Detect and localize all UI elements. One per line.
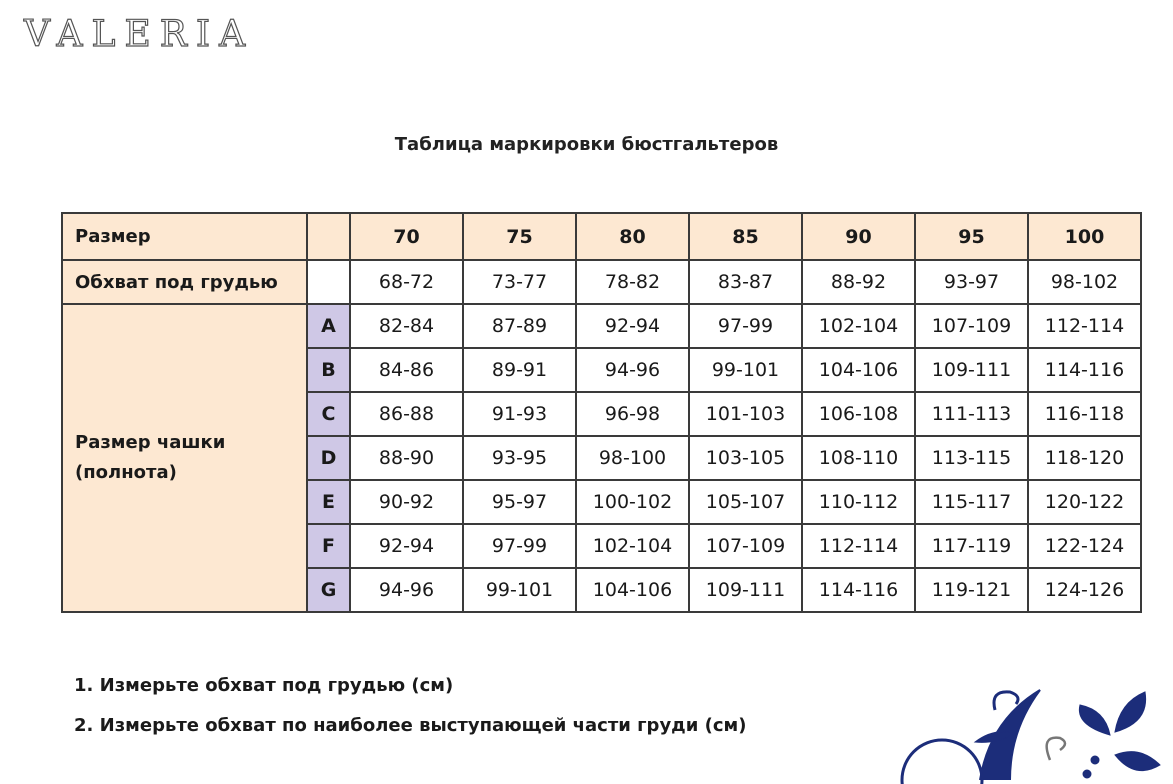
bust-range: 114-116 (1027, 347, 1142, 393)
band-size-header: 70 (349, 212, 464, 261)
bust-range: 112-114 (801, 523, 916, 569)
blank-cell (306, 212, 351, 261)
bust-range: 87-89 (462, 303, 577, 349)
bust-range: 111-113 (914, 391, 1029, 437)
bust-range: 89-91 (462, 347, 577, 393)
instruction-1: 1. Измерьте обхват под грудью (см) (74, 675, 454, 696)
cup-letter: F (306, 523, 351, 569)
bust-range: 104-106 (575, 567, 690, 613)
bust-range: 102-104 (801, 303, 916, 349)
bust-range: 109-111 (688, 567, 803, 613)
cup-row: F 92-94 97-99 102-104 107-109 112-114 117-119 1… (62, 523, 1142, 569)
underbust-range: 78-82 (575, 259, 690, 305)
header-row: Размер 70 75 80 85 90 95 100 (61, 212, 1142, 261)
underbust-row: Обхват под грудью 68-72 73-77 78-82 83-87 88-… (61, 259, 1142, 305)
page-title: Таблица маркировки бюстгальтеров (394, 134, 779, 155)
bust-range: 102-104 (575, 523, 690, 569)
bust-range: 92-94 (349, 523, 464, 569)
cup-letter: E (306, 479, 351, 525)
bust-range: 124-126 (1027, 567, 1142, 613)
cup-row: D 88-90 93-95 98-100 103-105 108-110 113-115 11… (62, 435, 1142, 481)
cup-row: Размер чашки (полнота) A 82-84 87-89 92-94 97-… (61, 303, 1142, 613)
bust-range: 97-99 (688, 303, 803, 349)
cup-letter: G (306, 567, 351, 613)
bust-range: 103-105 (688, 435, 803, 481)
bust-range: 92-94 (575, 303, 690, 349)
bust-range: 86-88 (349, 391, 464, 437)
bust-range: 97-99 (462, 523, 577, 569)
bust-range: 100-102 (575, 479, 690, 525)
cup-label-line-1: Размер чашки (75, 432, 226, 453)
floral-ornament-icon (900, 689, 1161, 784)
bust-range: 113-115 (914, 435, 1029, 481)
cup-letter: D (306, 435, 351, 481)
bust-range: 94-96 (575, 347, 690, 393)
band-size-header: 90 (801, 212, 916, 261)
underbust-range: 68-72 (349, 259, 464, 305)
bust-range: 91-93 (462, 391, 577, 437)
bust-range: 95-97 (462, 479, 577, 525)
bust-range: 105-107 (688, 479, 803, 525)
bust-range: 99-101 (462, 567, 577, 613)
cup-row: G 94-96 99-101 104-106 109-111 114-116 119-121… (62, 567, 1142, 613)
bust-range: 93-95 (462, 435, 577, 481)
bust-range: 115-117 (914, 479, 1029, 525)
bust-range: 107-109 (914, 303, 1029, 349)
cup-row: E 90-92 95-97 100-102 105-107 110-112 115-117 1… (62, 479, 1142, 525)
band-size-header: 85 (688, 212, 803, 261)
underbust-range: 73-77 (462, 259, 577, 305)
cup-size-label: Размер чашки (полнота) (61, 303, 308, 613)
bust-range: 117-119 (914, 523, 1029, 569)
bust-range: 118-120 (1027, 435, 1142, 481)
band-size-header: 100 (1027, 212, 1142, 261)
band-size-header: 80 (575, 212, 690, 261)
underbust-range: 98-102 (1027, 259, 1142, 305)
cup-letter: B (306, 347, 351, 393)
bust-range: 101-103 (688, 391, 803, 437)
cup-row: C 86-88 91-93 96-98 101-103 106-108 111-113 116… (62, 391, 1142, 437)
bust-range: 84-86 (349, 347, 464, 393)
bra-size-table: Размер 70 75 80 85 90 95 100 Обхват под грудью 68… (61, 212, 1142, 613)
bust-range: 82-84 (349, 303, 464, 349)
blank-cell (306, 259, 351, 305)
underbust-range: 83-87 (688, 259, 803, 305)
cup-row: B 84-86 89-91 94-96 99-101 104-106 109-111 114-… (62, 347, 1142, 393)
size-label: Размер (61, 212, 308, 261)
bust-range: 94-96 (349, 567, 464, 613)
cup-letter: A (306, 303, 351, 349)
bust-range: 106-108 (801, 391, 916, 437)
band-size-header: 75 (462, 212, 577, 261)
bust-range: 99-101 (688, 347, 803, 393)
bust-range: 120-122 (1027, 479, 1142, 525)
cup-label-line-2: (полнота) (75, 462, 177, 483)
bust-range: 88-90 (349, 435, 464, 481)
instructions: 1. Измерьте обхват под грудью (см) 2. Из… (74, 666, 746, 746)
bust-range: 116-118 (1027, 391, 1142, 437)
underbust-range: 93-97 (914, 259, 1029, 305)
bust-range: 109-111 (914, 347, 1029, 393)
bust-range: 90-92 (349, 479, 464, 525)
bust-range: 107-109 (688, 523, 803, 569)
bust-range: 96-98 (575, 391, 690, 437)
underbust-range: 88-92 (801, 259, 916, 305)
bust-range: 114-116 (801, 567, 916, 613)
bust-range: 108-110 (801, 435, 916, 481)
bust-range: 112-114 (1027, 303, 1142, 349)
underbust-label: Обхват под грудью (61, 259, 308, 305)
band-size-header: 95 (914, 212, 1029, 261)
bust-range: 110-112 (801, 479, 916, 525)
valeria-logo: VALERIA (23, 13, 255, 55)
bust-range: 104-106 (801, 347, 916, 393)
bust-range: 122-124 (1027, 523, 1142, 569)
cup-letter: C (306, 391, 351, 437)
bust-range: 119-121 (914, 567, 1029, 613)
bust-range: 98-100 (575, 435, 690, 481)
instruction-2: 2. Измерьте обхват по наиболее выступающ… (74, 715, 747, 736)
